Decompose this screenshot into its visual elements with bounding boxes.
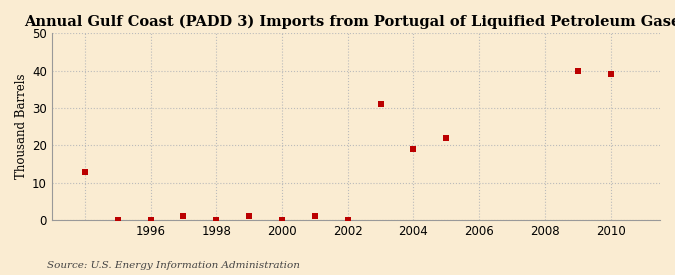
Point (309, 214, 320, 219)
Point (441, 136, 452, 140)
Point (408, 147, 419, 151)
Point (572, 68, 583, 73)
Text: Source: U.S. Energy Information Administration: Source: U.S. Energy Information Administ… (47, 260, 300, 270)
Point (80, 169, 90, 174)
Point (342, 218, 353, 222)
Point (112, 218, 123, 222)
Y-axis label: Thousand Barrels: Thousand Barrels (15, 74, 28, 180)
Point (605, 72, 616, 77)
Point (145, 218, 156, 222)
Title: Annual Gulf Coast (PADD 3) Imports from Portugal of Liquified Petroleum Gases: Annual Gulf Coast (PADD 3) Imports from … (24, 15, 675, 29)
Point (375, 102, 386, 106)
Point (211, 218, 221, 222)
Point (178, 214, 189, 219)
Point (277, 218, 288, 222)
Point (244, 214, 254, 219)
